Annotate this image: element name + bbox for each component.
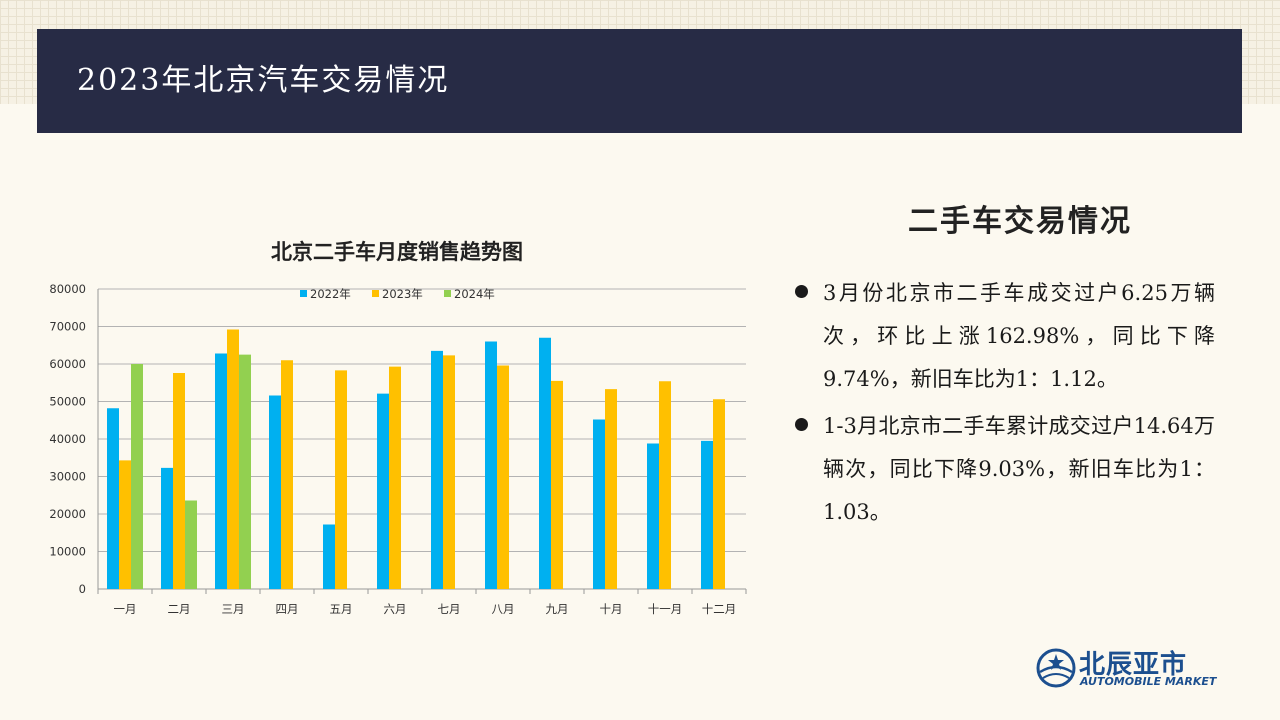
legend-swatch: [372, 290, 379, 297]
y-tick-label: 60000: [49, 357, 86, 371]
legend-label: 2024年: [454, 287, 495, 301]
x-tick-label: 二月: [168, 602, 191, 616]
bar: [389, 366, 401, 589]
y-tick-label: 70000: [49, 320, 86, 334]
bar: [323, 524, 335, 589]
y-tick-label: 10000: [49, 545, 86, 559]
section-title: 二手车交易情况: [908, 204, 1132, 239]
list-item: 1-3月北京市二手车累计成交过户14.64万辆次，同比下降9.03%，新旧车比为…: [795, 405, 1215, 534]
legend-swatch: [300, 290, 307, 297]
bar: [539, 337, 551, 589]
company-logo: 北辰亚市 AUTOMOBILE MARKET: [1036, 646, 1216, 690]
bar: [605, 389, 617, 589]
bar: [497, 365, 509, 589]
bar: [161, 467, 173, 589]
bar: [485, 341, 497, 589]
globe-icon: [1036, 648, 1076, 688]
x-tick-label: 四月: [276, 602, 299, 616]
bar: [239, 354, 251, 589]
bullet-dot: [795, 285, 808, 298]
bar: [377, 393, 389, 589]
y-tick-label: 40000: [49, 432, 86, 446]
bar: [119, 460, 131, 589]
bar: [593, 419, 605, 589]
bar: [713, 399, 725, 589]
bar: [185, 500, 197, 589]
summary-list: 3月份北京市二手车成交过户6.25万辆次，环比上涨162.98%，同比下降9.7…: [795, 272, 1215, 538]
header-bar: 2023年北京汽车交易情况: [37, 29, 1242, 133]
bar-chart: 0 10000 20000 30000 40000 50000 60000 70000 8000…: [49, 282, 747, 616]
bar: [107, 408, 119, 589]
bar: [215, 353, 227, 589]
logo-name-en: AUTOMOBILE MARKET: [1080, 675, 1217, 688]
x-tick-label: 十一月: [648, 602, 683, 616]
page-title: 2023年北京汽车交易情况: [77, 63, 450, 98]
legend-label: 2022年: [310, 287, 351, 301]
x-tick-label: 十二月: [702, 602, 737, 616]
x-tick-label: 五月: [330, 602, 353, 616]
y-tick-label: 20000: [49, 507, 86, 521]
bullet-text: 3月份北京市二手车成交过户6.25万辆次，环比上涨162.98%，同比下降9.7…: [823, 281, 1215, 391]
bar: [227, 329, 239, 589]
bar: [131, 364, 143, 589]
y-tick-label: 80000: [49, 282, 86, 296]
x-tick-label: 九月: [546, 602, 569, 616]
y-tick-label: 50000: [49, 395, 86, 409]
bullet-dot: [795, 418, 808, 431]
bar: [173, 373, 185, 589]
bar: [269, 395, 281, 589]
list-item: 3月份北京市二手车成交过户6.25万辆次，环比上涨162.98%，同比下降9.7…: [795, 272, 1215, 401]
x-tick-label: 十月: [600, 602, 623, 616]
bar: [551, 380, 563, 589]
y-tick-label: 30000: [49, 470, 86, 484]
chart-title: 北京二手车月度销售趋势图: [271, 240, 523, 264]
bar: [659, 381, 671, 589]
logo-name-cn: 北辰亚市: [1079, 650, 1188, 680]
bullet-text: 1-3月北京市二手车累计成交过户14.64万辆次，同比下降9.03%，新旧车比为…: [823, 414, 1215, 524]
bar: [701, 440, 713, 589]
y-tick-label: 0: [79, 582, 86, 596]
legend-label: 2023年: [382, 287, 423, 301]
bar: [281, 360, 293, 589]
x-tick-label: 八月: [492, 602, 515, 616]
x-tick-label: 七月: [438, 602, 461, 616]
legend-swatch: [444, 290, 451, 297]
x-tick-label: 一月: [114, 602, 137, 616]
x-tick-label: 三月: [222, 602, 245, 616]
bar: [431, 350, 443, 589]
bar: [443, 355, 455, 589]
bar: [335, 370, 347, 589]
x-tick-label: 六月: [384, 602, 407, 616]
bar: [647, 443, 659, 589]
